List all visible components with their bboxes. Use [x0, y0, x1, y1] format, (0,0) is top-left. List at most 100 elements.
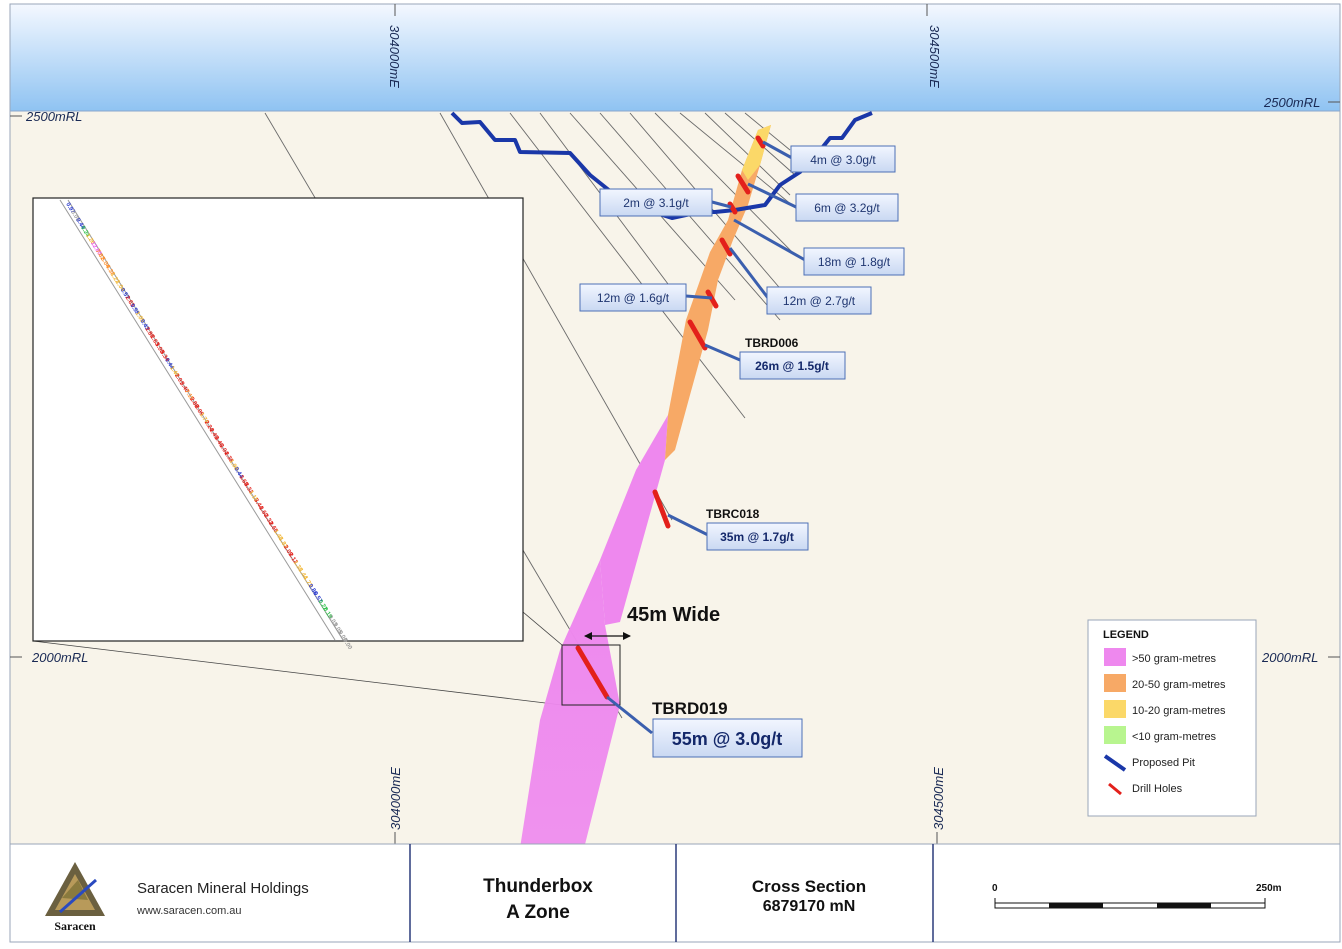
inset-assay-value: 0.00 — [336, 630, 348, 644]
project-title: Thunderbox — [483, 876, 593, 897]
hole-name: TBRD006 — [745, 336, 799, 350]
inset-assay-value: 4.38 — [104, 264, 116, 278]
inset-assay-value: 0.97 — [64, 202, 76, 216]
inset-assay-value: 1.44 — [297, 568, 309, 582]
inset-assay-value: 1.00 — [228, 459, 240, 473]
callout-text: 12m @ 2.7g/t — [783, 294, 856, 308]
inset-assay-value: 1.26 — [84, 233, 96, 247]
callout: 2m @ 3.1g/t — [599, 188, 713, 217]
hole-intercept: 35m @ 1.7g/t — [720, 530, 794, 544]
inset-hole-trace — [59, 199, 336, 641]
zoom-box — [561, 644, 621, 706]
inset-assay-value: 0.57 — [312, 591, 324, 605]
legend-drill-symbol — [1108, 782, 1122, 796]
inset-assay-value: 2.60 — [257, 505, 269, 519]
scale-start: 0 — [992, 883, 998, 894]
rl-right-label: 2000mRL — [1261, 650, 1318, 665]
inset-assay-value: 0.44 — [233, 467, 245, 481]
inset-assay-value: 2.86 — [143, 326, 155, 340]
legend-title: LEGEND — [1103, 629, 1149, 641]
callout-text: 2m @ 3.1g/t — [623, 196, 689, 210]
inset-assay-value: 3.44 — [252, 498, 264, 512]
inset-assay-value: 0.86 — [307, 583, 319, 597]
company-logo: Saracen — [45, 862, 105, 933]
callout: 12m @ 2.7g/t — [766, 286, 872, 315]
easting-top-label: 304500mE — [927, 25, 942, 88]
inset-assay-value: 0.44 — [74, 217, 86, 231]
inset-assay-value: 1.05 — [134, 311, 146, 325]
inset-assay-value: 0.00 — [341, 638, 353, 652]
legend-swatch-mid — [1104, 674, 1126, 692]
callout: 4m @ 3.0g/t — [790, 145, 896, 173]
inset-assay-value: 0.58 — [129, 303, 141, 317]
callout: 6m @ 3.2g/t — [795, 193, 899, 222]
inset-assay-value: 2.24 — [203, 420, 215, 434]
callout-text: 6m @ 3.2g/t — [814, 201, 880, 215]
inset-assay-value: 2.09 — [282, 544, 294, 558]
callout-text: 18m @ 1.8g/t — [818, 255, 891, 269]
hole-name: TBRC018 — [706, 507, 760, 521]
callout-text: 12m @ 1.6g/t — [597, 291, 670, 305]
hole-intercept: 26m @ 1.5g/t — [755, 359, 829, 373]
inset-assay-value: 1.15 — [247, 490, 259, 504]
inset-assay-value: 3.04 — [218, 443, 230, 457]
inset-assay-value: 7.15 — [183, 389, 195, 403]
title-block: Saracen Saracen Mineral Holdings www.sar… — [9, 843, 1341, 943]
inset-assay-value: 0.05 — [331, 622, 343, 636]
inset-assay-value: 0.44 — [163, 358, 175, 372]
inset-assay-value: 1.22 — [109, 272, 121, 286]
inset-assay-labels: 0.970.050.440.241.2612.807.825.044.381.2… — [64, 202, 353, 652]
ore-zone-upper-pink — [600, 415, 668, 625]
width-arrow — [584, 632, 631, 640]
width-label: 45m Wide — [627, 604, 720, 626]
inset-assay-value: 3.68 — [237, 474, 249, 488]
hole-intercept-box — [739, 351, 846, 380]
inset-assay-value: 1.38 — [292, 560, 304, 574]
legend-label: >50 gram-metres — [1132, 653, 1217, 665]
inset-assay-value: 3.34 — [158, 350, 170, 364]
legend-label: 10-20 gram-metres — [1132, 705, 1226, 717]
inset-assay-value: 1.04 — [114, 280, 126, 294]
hole-name: TBRD019 — [652, 699, 728, 718]
inset-panel: 0.970.050.440.241.2612.807.825.044.381.2… — [32, 197, 524, 652]
callout: 12m @ 1.6g/t — [579, 283, 687, 312]
inset-assay-value: 2.38 — [223, 451, 235, 465]
inset-assay-value: 7.82 — [94, 249, 106, 263]
callout: 18m @ 1.8g/t — [803, 247, 905, 276]
section-type: Cross Section — [752, 877, 866, 896]
easting-bottom-label: 304000mE — [388, 767, 403, 830]
easting-bottom-label: 304500mE — [931, 767, 946, 830]
inset-assay-value: 2.88 — [188, 396, 200, 410]
hole-intercept: 55m @ 3.0g/t — [672, 729, 783, 749]
ore-zone-yellow — [742, 125, 771, 180]
rl-left-label: 2000mRL — [31, 650, 88, 665]
sky-band — [10, 4, 1340, 111]
company-name: Saracen Mineral Holdings — [137, 880, 309, 897]
inset-assay-value: 1.76 — [198, 412, 210, 426]
scale-bar: 0 250m — [992, 883, 1282, 909]
project-subtitle: A Zone — [506, 902, 570, 923]
inset-assay-value: 0.19 — [322, 607, 334, 621]
rl-right-label: 2500mRL — [1263, 95, 1320, 110]
legend-swatch-high — [1104, 648, 1126, 666]
company-website: www.saracen.com.au — [136, 905, 242, 917]
inset-assay-value: 2.65 — [267, 521, 279, 535]
inset-assay-value: 5.04 — [99, 256, 111, 270]
inset-assay-value: 2.63 — [124, 295, 136, 309]
inset-assay-value: 0.22 — [317, 599, 329, 613]
inset-assay-value: 2.09 — [193, 404, 205, 418]
legend-label: <10 gram-metres — [1132, 731, 1217, 743]
legend-swatch-low — [1104, 700, 1126, 718]
inset-assay-value: 0.05 — [69, 210, 81, 224]
callout-text: 4m @ 3.0g/t — [810, 153, 876, 167]
legend-label: Proposed Pit — [1132, 757, 1195, 769]
rl-left-label: 2500mRL — [25, 109, 82, 124]
inset-assay-value: 2.49 — [208, 428, 220, 442]
inset-assay-value: 0.43 — [139, 319, 151, 333]
legend-label: 20-50 gram-metres — [1132, 679, 1226, 691]
legend-swatch-minimal — [1104, 726, 1126, 744]
inset-assay-value: 3.46 — [213, 435, 225, 449]
inset-hole-trace — [67, 199, 344, 641]
